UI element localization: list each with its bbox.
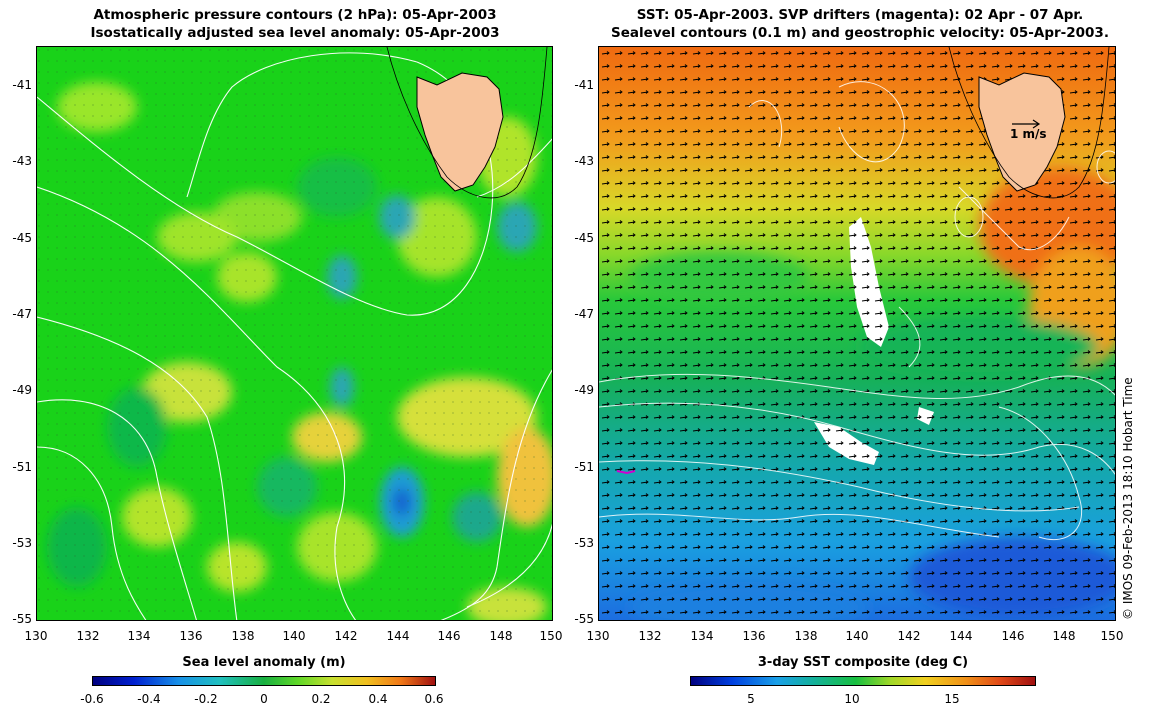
right-y-tick: -43 [574, 154, 594, 168]
left-x-tick: 136 [179, 629, 203, 643]
right-x-tick: 138 [794, 629, 818, 643]
left-colorbar-tick: 0.4 [368, 692, 388, 706]
right-x-tick: 132 [638, 629, 662, 643]
right-x-tick: 150 [1100, 629, 1124, 643]
left-colorbar-tick: -0.2 [194, 692, 218, 706]
left-x-tick: 148 [489, 629, 513, 643]
right-y-tick: -41 [574, 78, 594, 92]
right-title: SST: 05-Apr-2003. SVP drifters (magenta)… [585, 6, 1135, 42]
right-y-tick: -45 [574, 231, 594, 245]
left-y-tick: -51 [12, 460, 32, 474]
left-y-tick: -41 [12, 78, 32, 92]
sst-colorbar [690, 676, 1036, 686]
left-colorbar-tick: -0.6 [80, 692, 104, 706]
right-y-tick: -55 [574, 612, 594, 626]
left-x-tick: 134 [127, 629, 151, 643]
right-y-tick: -53 [574, 536, 594, 550]
right-colorbar-tick: 5 [747, 692, 755, 706]
right-title-line1: SST: 05-Apr-2003. SVP drifters (magenta)… [636, 7, 1084, 23]
tasmania-land-left [416, 72, 504, 192]
right-x-tick: 136 [742, 629, 766, 643]
right-x-tick: 134 [690, 629, 714, 643]
left-x-tick: 144 [386, 629, 410, 643]
right-title-line2: Sealevel contours (0.1 m) and geostrophi… [611, 25, 1109, 41]
right-colorbar-tick: 15 [944, 692, 960, 706]
left-y-tick: -55 [12, 612, 32, 626]
left-x-tick: 130 [24, 629, 48, 643]
left-colorbar-tick: 0 [260, 692, 268, 706]
left-title: Atmospheric pressure contours (2 hPa): 0… [30, 6, 560, 42]
right-colorbar-tick: 10 [844, 692, 860, 706]
left-y-tick: -47 [12, 307, 32, 321]
svp-drifter-track [616, 470, 636, 475]
left-x-tick: 132 [76, 629, 100, 643]
left-title-line1: Atmospheric pressure contours (2 hPa): 0… [93, 7, 497, 23]
left-colorbar-tick: 0.2 [311, 692, 331, 706]
left-x-tick: 146 [437, 629, 461, 643]
right-y-tick: -49 [574, 383, 594, 397]
left-x-tick: 142 [334, 629, 358, 643]
tasmania-land-right [978, 72, 1066, 192]
right-x-tick: 148 [1052, 629, 1076, 643]
right-x-tick: 144 [949, 629, 973, 643]
sea-level-anomaly-map[interactable] [36, 46, 553, 621]
left-title-line2: Isostatically adjusted sea level anomaly… [90, 25, 500, 41]
right-colorbar-label: 3-day SST composite (deg C) [757, 655, 969, 670]
left-x-tick: 140 [282, 629, 306, 643]
right-x-tick: 140 [845, 629, 869, 643]
left-x-tick: 138 [231, 629, 255, 643]
velocity-scale-label: 1 m/s [1010, 127, 1047, 141]
left-y-tick: -45 [12, 231, 32, 245]
left-colorbar-tick: 0.6 [424, 692, 444, 706]
right-x-tick: 142 [897, 629, 921, 643]
right-x-tick: 146 [1001, 629, 1025, 643]
left-y-tick: -49 [12, 383, 32, 397]
credit-text: © IMOS 09-Feb-2013 18:10 Hobart Time [1121, 377, 1135, 620]
left-colorbar-label: Sea level anomaly (m) [182, 655, 346, 670]
left-colorbar-tick: -0.4 [137, 692, 161, 706]
left-y-tick: -53 [12, 536, 32, 550]
velocity-scale-arrow [1012, 119, 1041, 129]
right-x-tick: 130 [586, 629, 610, 643]
sst-map[interactable]: 1 m/s [598, 46, 1116, 621]
right-y-tick: -51 [574, 460, 594, 474]
sea-level-colorbar [92, 676, 436, 686]
left-y-tick: -43 [12, 154, 32, 168]
left-x-tick: 150 [539, 629, 563, 643]
right-y-tick: -47 [574, 307, 594, 321]
